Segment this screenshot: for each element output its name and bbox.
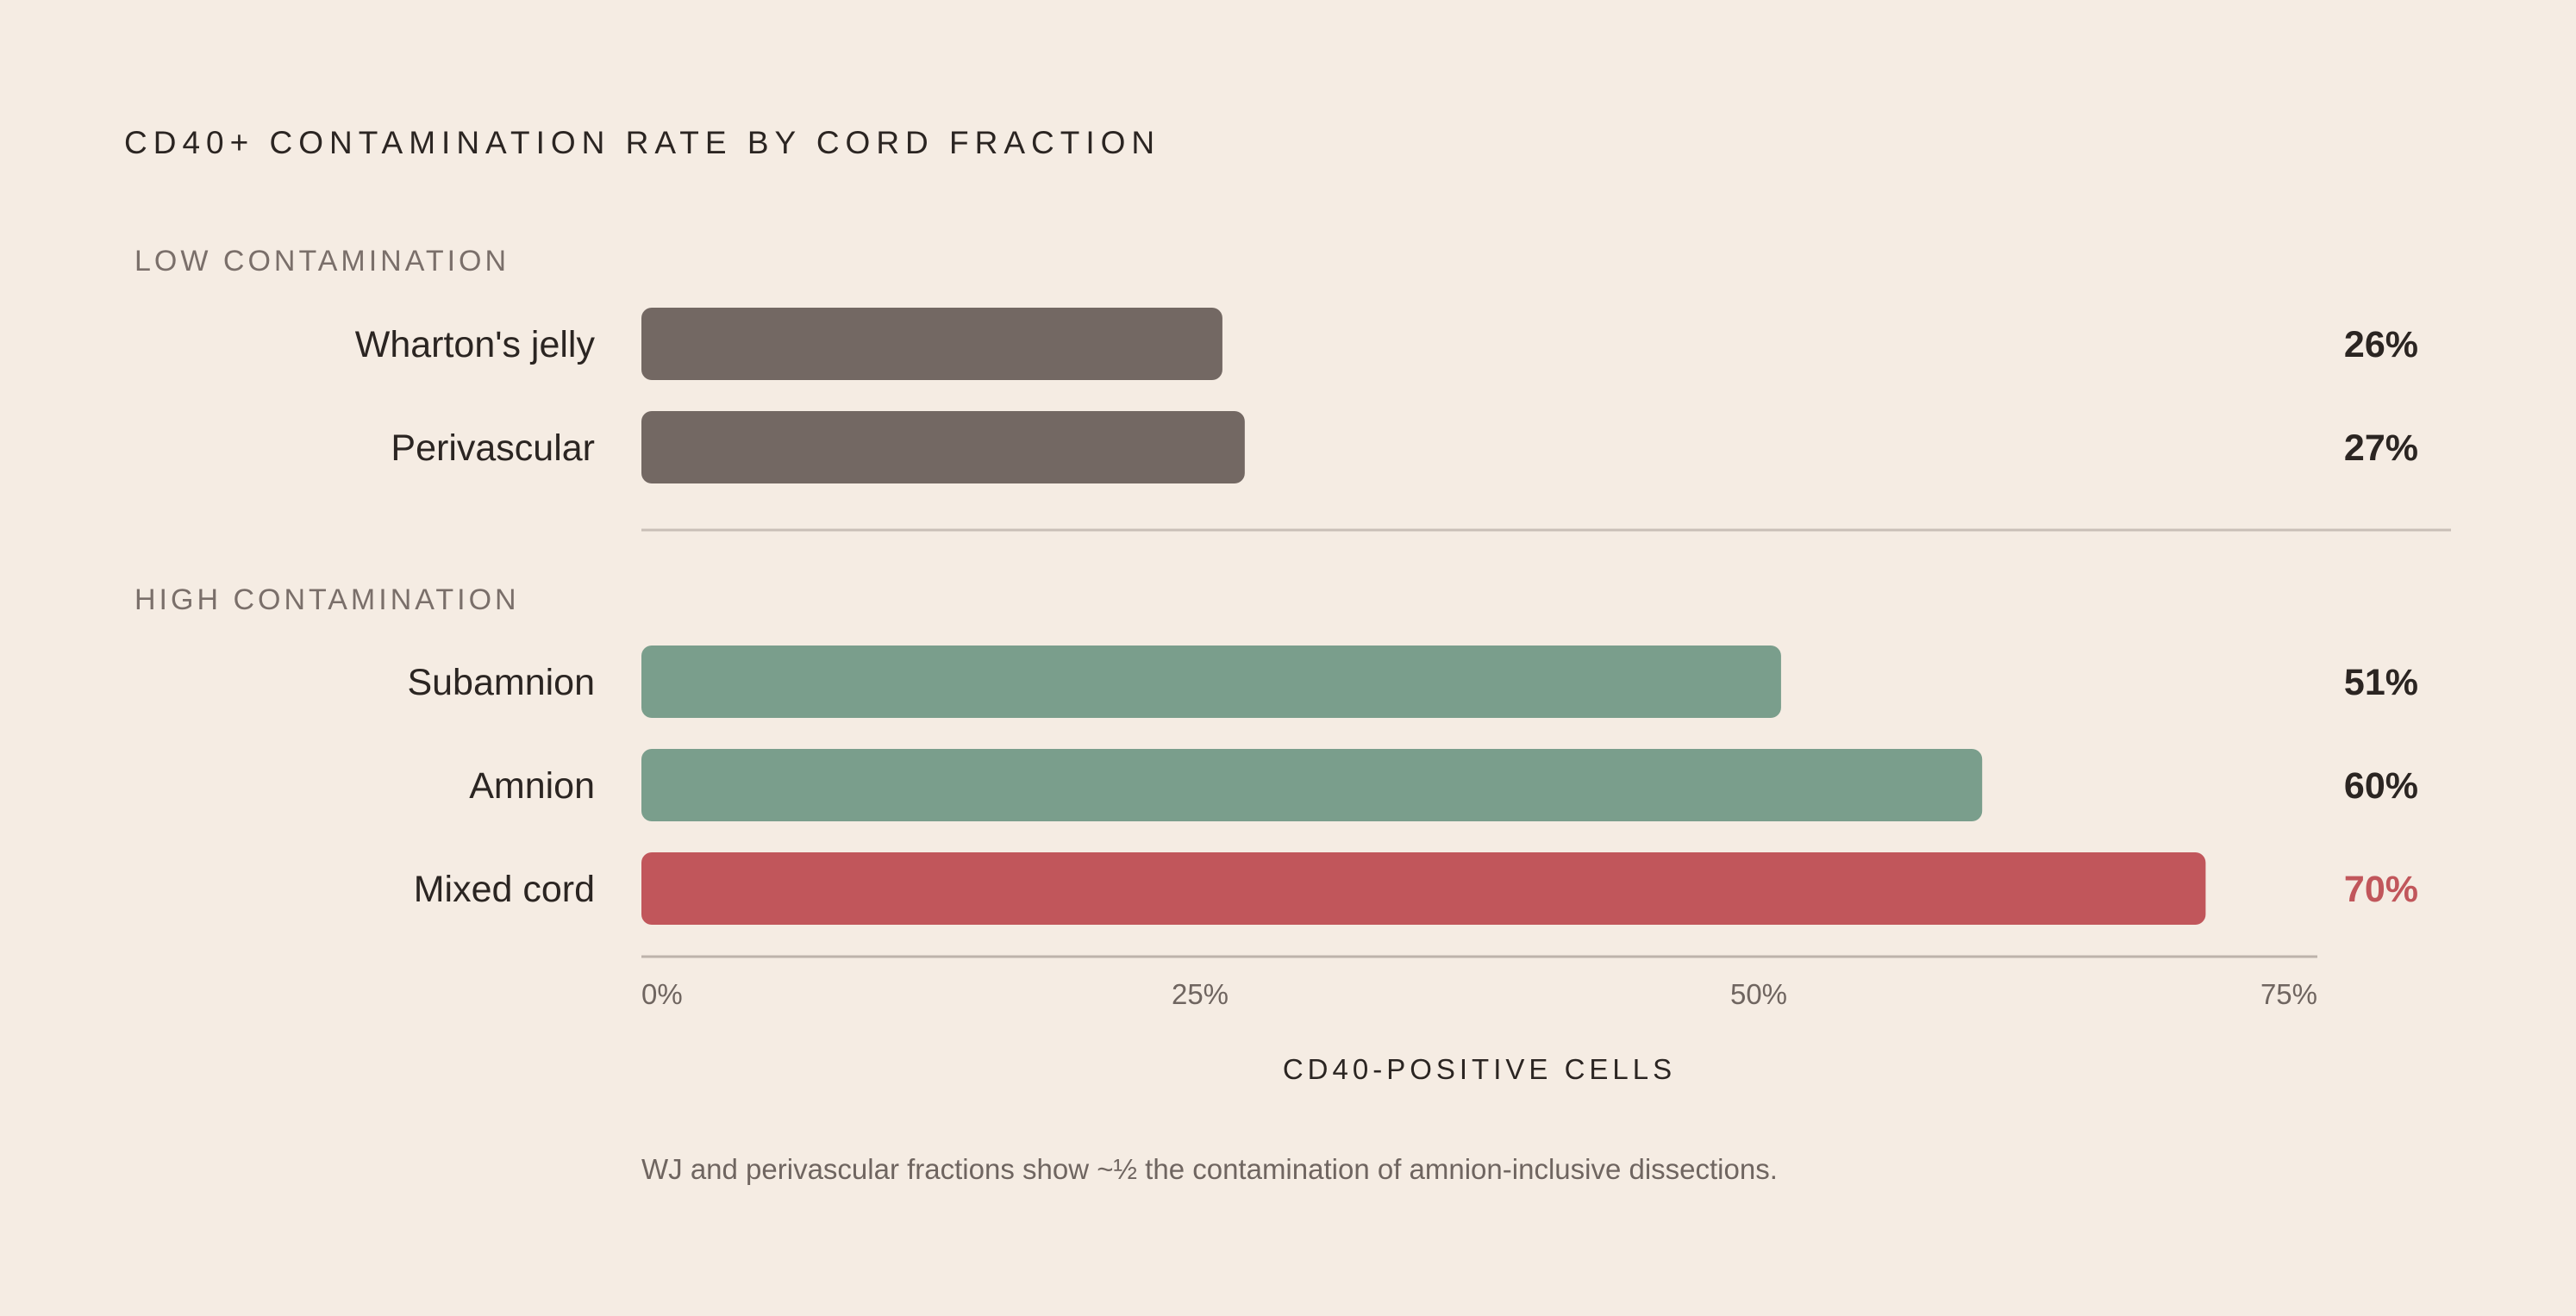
group-0: LOW CONTAMINATION Wharton's jelly 26% Periv… [134, 245, 2418, 483]
value-label-subamnion: 51% [2344, 662, 2418, 703]
x-tick-label: 50% [1730, 978, 1787, 1010]
value-label-wharton-s-jelly: 26% [2344, 324, 2418, 365]
chart-title: CD40+ CONTAMINATION RATE BY CORD FRACTIO… [124, 125, 1160, 160]
category-label-perivascular: Perivascular [391, 427, 595, 469]
x-tick-label: 75% [2260, 978, 2317, 1010]
bar-amnion [641, 749, 1983, 821]
category-label-wharton-s-jelly: Wharton's jelly [355, 324, 596, 365]
group-1: HIGH CONTAMINATION Subamnion 51% Amnion 60% M… [134, 583, 2418, 925]
value-label-mixed-cord: 70% [2344, 869, 2418, 910]
value-label-amnion: 60% [2344, 765, 2418, 807]
x-tick-label: 25% [1172, 978, 1229, 1010]
category-label-amnion: Amnion [469, 765, 595, 807]
bar-perivascular [641, 411, 1245, 483]
category-label-mixed-cord: Mixed cord [414, 869, 595, 910]
group-label: HIGH CONTAMINATION [134, 583, 520, 616]
bar-wharton-s-jelly [641, 308, 1222, 380]
group-label: LOW CONTAMINATION [134, 245, 510, 278]
category-label-subamnion: Subamnion [407, 662, 595, 703]
bar-subamnion [641, 646, 1781, 718]
value-label-perivascular: 27% [2344, 427, 2418, 469]
x-tick-label: 0% [641, 978, 683, 1010]
chart-note: WJ and perivascular fractions show ~½ th… [641, 1153, 1778, 1185]
groups-layer: LOW CONTAMINATION Wharton's jelly 26% Periv… [134, 245, 2451, 925]
x-axis-title: CD40-POSITIVE CELLS [1283, 1053, 1676, 1085]
bar-mixed-cord [641, 852, 2206, 925]
x-axis-ticks: 0% 25% 50% 75% [641, 978, 2317, 1010]
